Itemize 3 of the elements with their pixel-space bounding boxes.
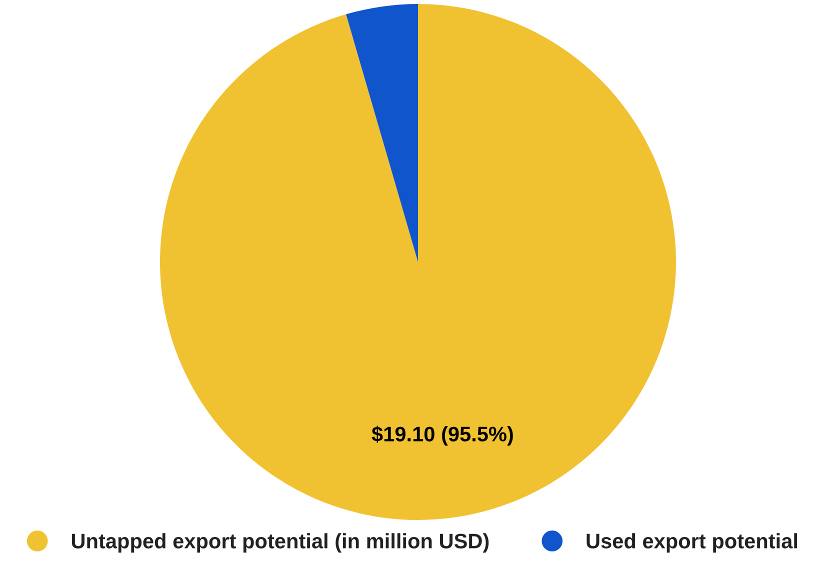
legend-label: Used export potential bbox=[586, 533, 798, 553]
legend-label: Untapped export potential (in million USD) bbox=[72, 533, 489, 553]
data-label: $19.10 (95.5%) bbox=[372, 426, 513, 446]
